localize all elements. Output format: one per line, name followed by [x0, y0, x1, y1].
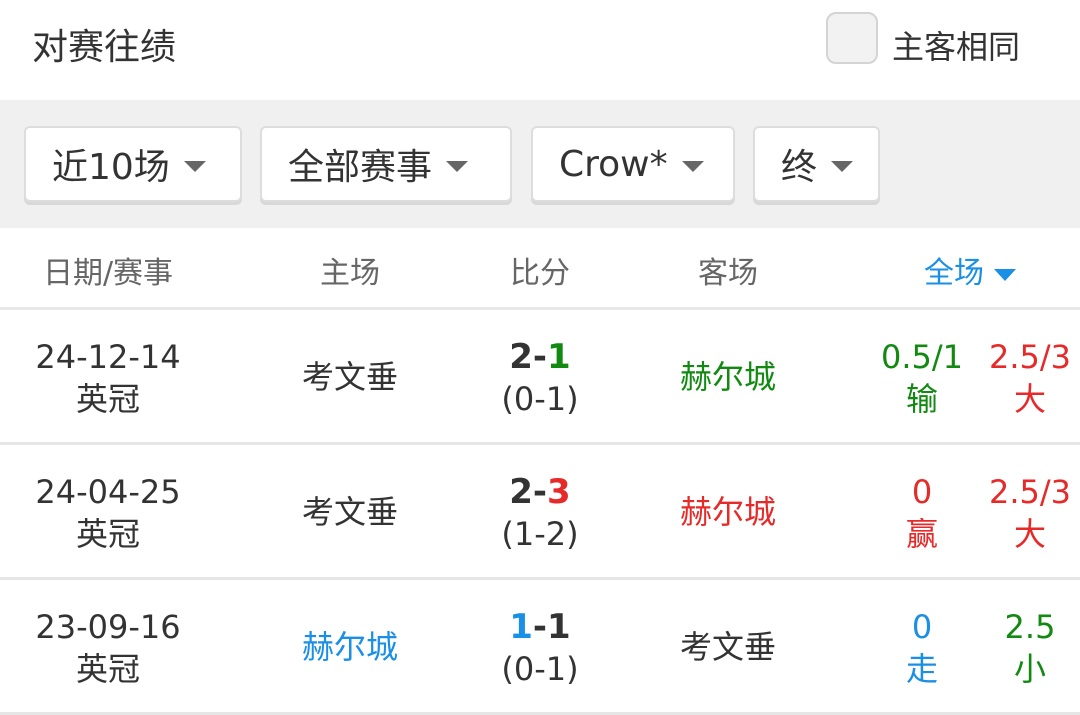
ou-result: 大	[1013, 515, 1046, 553]
handicap-result: 输	[905, 380, 938, 418]
home-team[interactable]: 考文垂	[301, 493, 399, 531]
handicap-result: 走	[905, 650, 939, 688]
caret-down-icon	[183, 160, 206, 172]
col-away: 客场	[698, 256, 758, 291]
score: 1-1 (0-1)	[501, 606, 578, 690]
range-label: 近10场	[52, 147, 170, 188]
ou-result: 大	[1013, 380, 1046, 418]
odds-type-label: 终	[781, 147, 818, 188]
caret-down-icon	[446, 160, 469, 172]
score-separator: -	[532, 337, 548, 377]
home-score: 1	[509, 607, 533, 647]
bookmaker-label: Crow*	[559, 143, 668, 185]
score-separator: -	[532, 472, 548, 512]
match-date: 23-09-16 英冠	[35, 606, 180, 690]
score: 2-1 (0-1)	[501, 336, 578, 420]
date: 24-12-14	[35, 338, 181, 376]
ou-line: 2.5/3	[988, 473, 1072, 511]
handicap-line: 0	[911, 473, 933, 511]
filter-bar: 近10场 全部赛事 Crow* 终	[0, 100, 1080, 228]
away-team[interactable]: 赫尔城	[679, 493, 777, 531]
half-time-score: (0-1)	[501, 380, 579, 418]
handicap: 0.5/1 输	[881, 336, 963, 420]
away-score: 1	[547, 337, 571, 377]
away-team[interactable]: 赫尔城	[679, 358, 777, 396]
col-full-dropdown[interactable]: 全场	[924, 248, 1016, 292]
score: 2-3 (1-2)	[501, 471, 578, 555]
col-home: 主场	[320, 256, 380, 291]
col-score: 比分	[510, 256, 570, 291]
page-title: 对赛往绩	[32, 27, 177, 68]
date: 24-04-25	[35, 473, 181, 511]
competition-dropdown[interactable]: 全部赛事	[260, 126, 512, 202]
table-header: 日期/赛事 主场 比分 客场 全场	[0, 230, 1080, 310]
same-host-checkbox[interactable]	[826, 12, 878, 64]
match-date: 24-12-14 英冠	[35, 336, 180, 420]
half-time-score: (0-1)	[501, 650, 579, 688]
ou-line: 2.5	[1004, 608, 1056, 646]
col-full-label: 全场	[924, 256, 984, 291]
over-under: 2.5 小	[1005, 606, 1056, 690]
home-score: 2	[509, 337, 533, 377]
score-separator: -	[532, 607, 548, 647]
handicap-result: 赢	[905, 515, 939, 553]
caret-down-icon	[681, 160, 704, 172]
away-team[interactable]: 考文垂	[679, 628, 777, 666]
handicap-line: 0.5/1	[880, 338, 964, 376]
league: 英冠	[75, 380, 140, 418]
odds-type-dropdown[interactable]: 终	[753, 126, 880, 202]
same-host-label[interactable]: 主客相同	[892, 28, 1021, 66]
col-date: 日期/赛事	[42, 256, 174, 291]
match-date: 24-04-25 英冠	[35, 471, 180, 555]
home-team[interactable]: 赫尔城	[301, 628, 399, 666]
bookmaker-dropdown[interactable]: Crow*	[531, 126, 735, 202]
away-score: 3	[547, 472, 571, 512]
home-team[interactable]: 考文垂	[301, 358, 399, 396]
table-row[interactable]: 24-12-14 英冠 考文垂 2-1 (0-1) 赫尔城 0.5/1 输 2.5/3…	[0, 310, 1080, 445]
caret-down-icon	[994, 268, 1016, 281]
competition-label: 全部赛事	[288, 147, 433, 188]
league: 英冠	[75, 650, 140, 688]
league: 英冠	[75, 515, 140, 553]
away-score: 1	[547, 607, 571, 647]
handicap-line: 0	[911, 608, 933, 646]
home-score: 2	[509, 472, 533, 512]
date: 23-09-16	[35, 608, 181, 646]
range-dropdown[interactable]: 近10场	[24, 126, 242, 202]
over-under: 2.5/3 大	[989, 471, 1071, 555]
ou-line: 2.5/3	[988, 338, 1072, 376]
over-under: 2.5/3 大	[989, 336, 1071, 420]
ou-result: 小	[1013, 650, 1047, 688]
half-time-score: (1-2)	[501, 515, 579, 553]
caret-down-icon	[831, 160, 854, 172]
